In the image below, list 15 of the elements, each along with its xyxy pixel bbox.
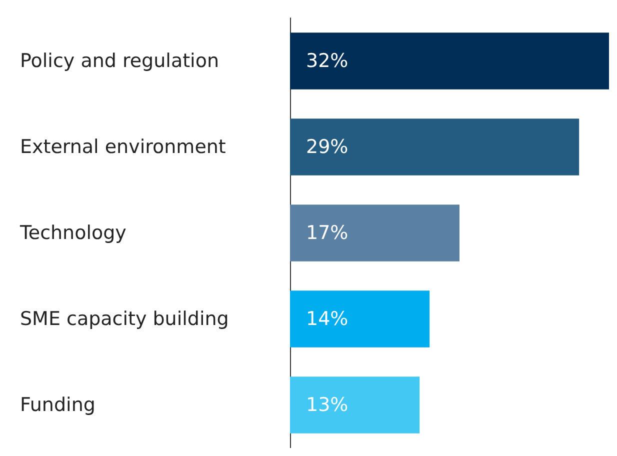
- y-tick-label: Policy and regulation: [20, 50, 219, 72]
- y-tick-label: Funding: [20, 394, 96, 416]
- bar: [290, 204, 460, 262]
- data-label: 32%: [306, 50, 348, 72]
- data-label: 14%: [306, 308, 348, 330]
- y-tick-label: External environment: [20, 136, 226, 158]
- bar: [290, 118, 580, 176]
- data-label: 13%: [306, 394, 348, 416]
- y-tick-label: Technology: [19, 222, 126, 244]
- data-label: 17%: [306, 222, 348, 244]
- bar: [290, 32, 609, 90]
- bar: [290, 376, 420, 434]
- y-tick-label: SME capacity building: [20, 308, 229, 330]
- data-label: 29%: [306, 136, 348, 158]
- bar: [290, 290, 430, 348]
